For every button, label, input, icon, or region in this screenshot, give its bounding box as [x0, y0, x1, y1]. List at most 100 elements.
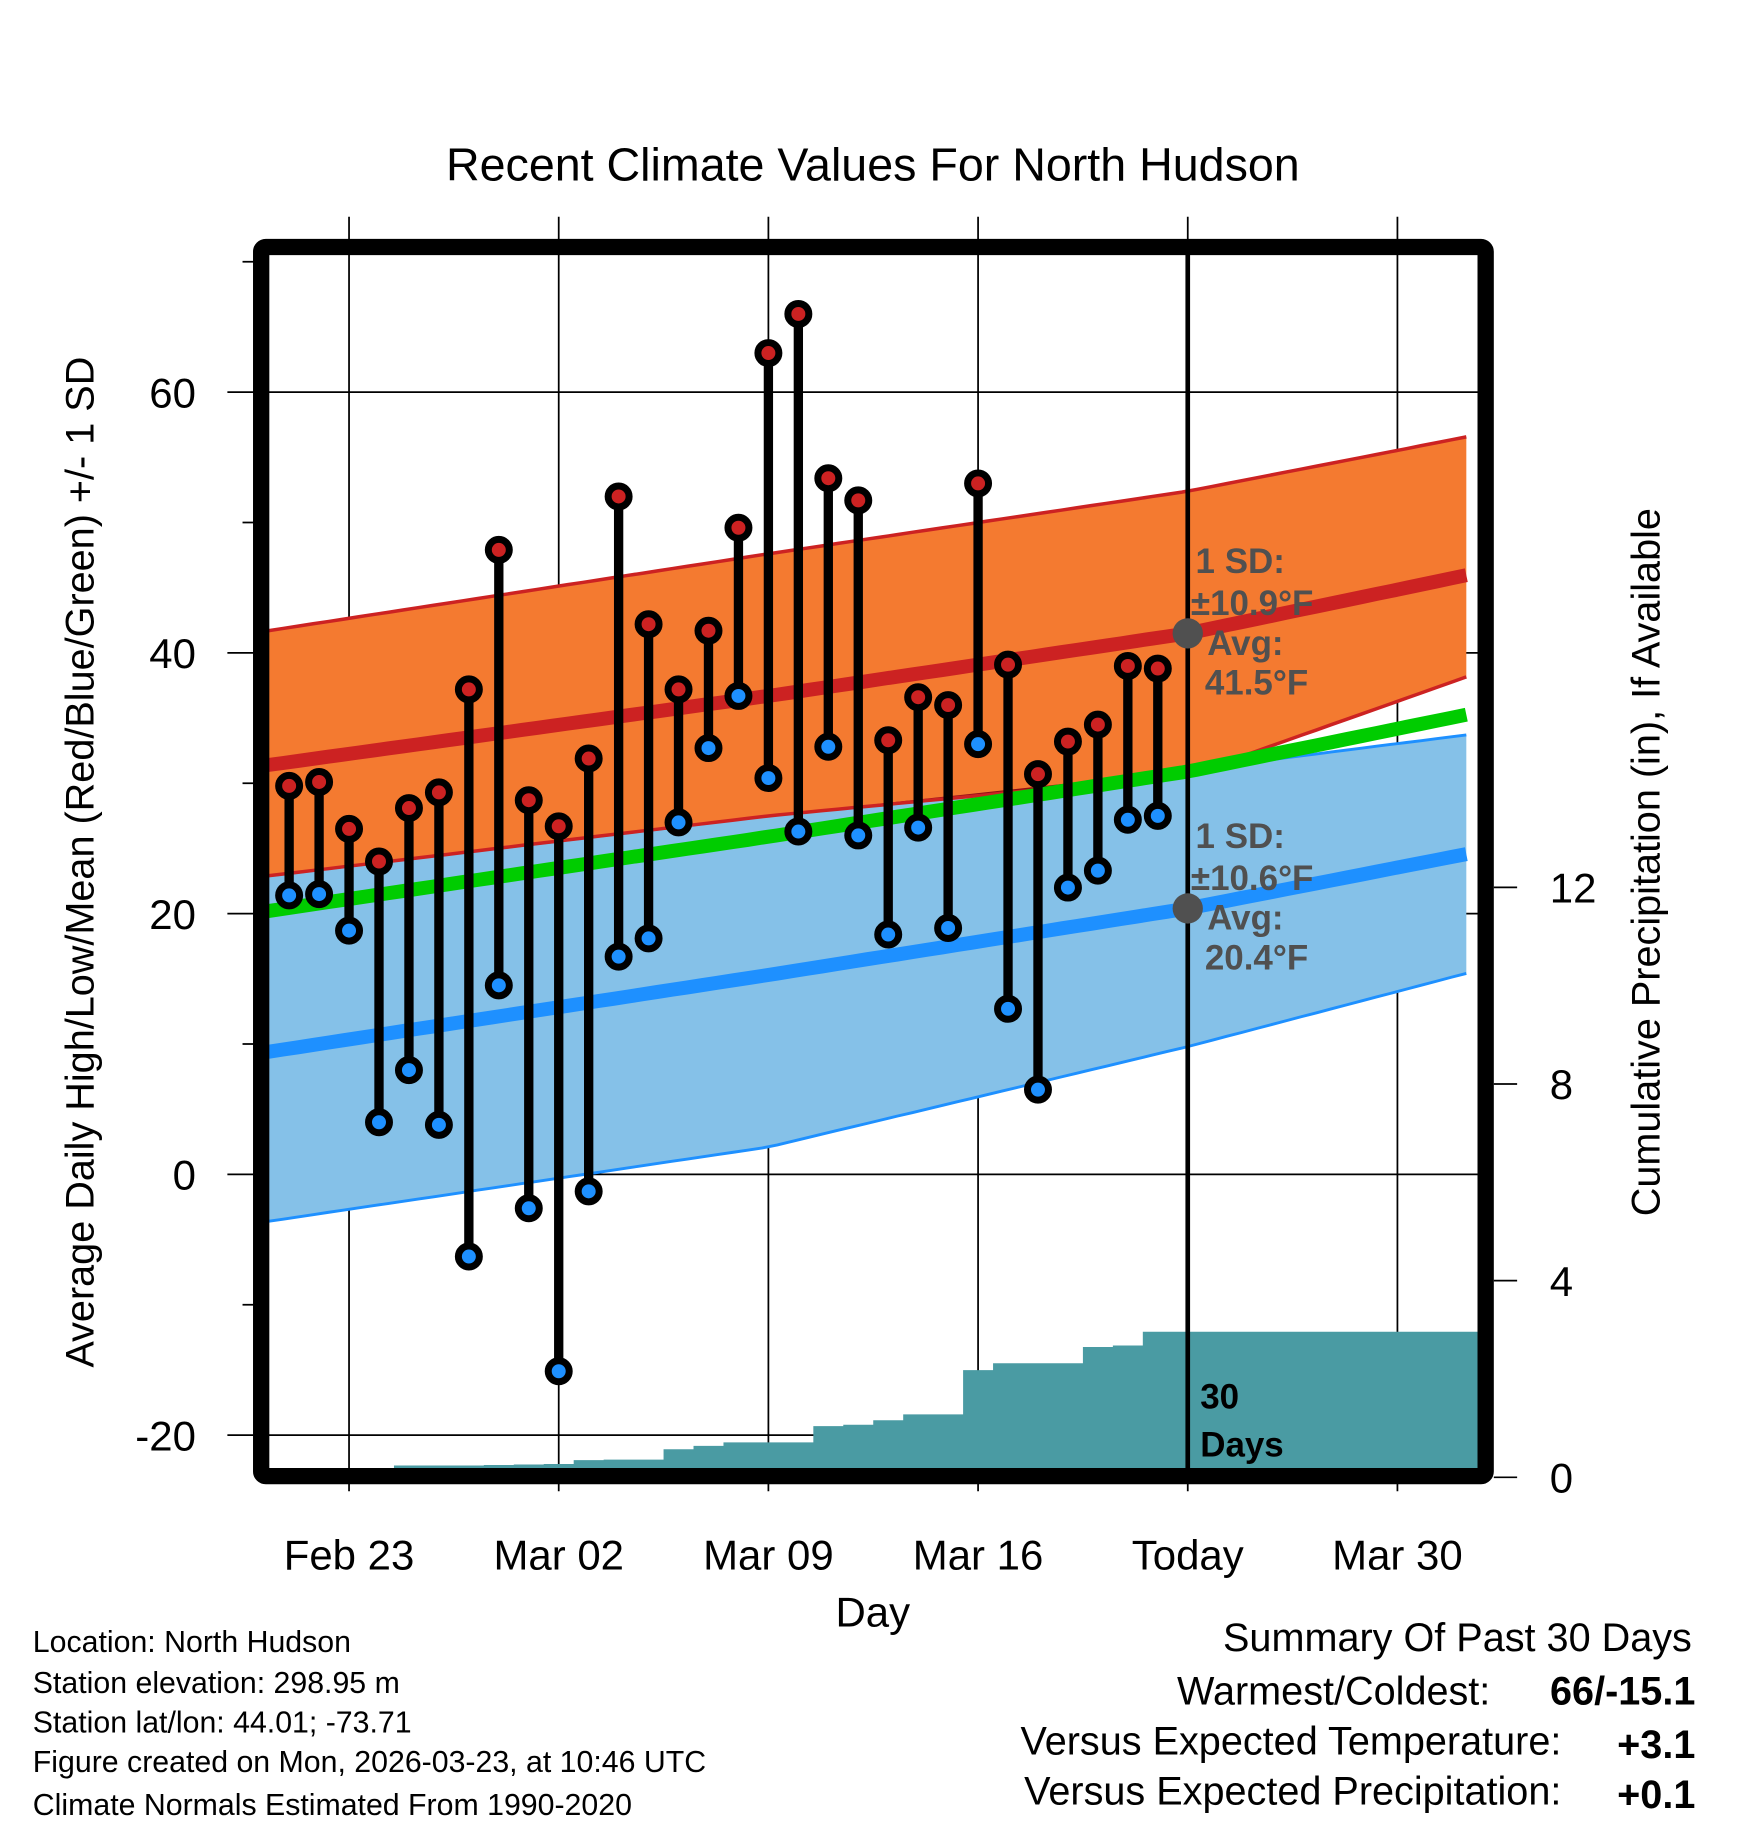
daily-low-point — [844, 821, 873, 850]
daily-high-point — [484, 535, 513, 564]
daily-high-point — [964, 469, 993, 498]
daily-high-point — [275, 771, 304, 800]
low-normal-annotation: 1 SD: ±10.6°F Avg: 20.4°F — [1191, 817, 1314, 977]
x-tick-label: Mar 09 — [703, 1531, 834, 1578]
daily-low-point — [724, 681, 753, 710]
daily-high-point — [784, 299, 813, 328]
daily-high-point — [544, 812, 573, 841]
daily-high-point — [634, 610, 663, 639]
daily-high-point — [664, 675, 693, 704]
daily-low-point — [994, 994, 1023, 1023]
daily-low-point — [904, 813, 933, 842]
daily-low-point — [1024, 1075, 1052, 1104]
daily-low-point — [1113, 805, 1142, 834]
summary-title: Summary Of Past 30 Days — [1223, 1616, 1692, 1660]
daily-high-point — [1113, 651, 1142, 680]
daily-high-point — [1083, 710, 1112, 739]
y2-axis-label: Cumulative Precipitation (in), If Availa… — [1624, 508, 1668, 1216]
daily-high-point — [814, 464, 843, 493]
daily-high-point — [754, 339, 783, 368]
latlon-text: Station lat/lon: 44.01; -73.71 — [33, 1706, 412, 1739]
daily-low-point — [454, 1242, 483, 1271]
plot-frame — [253, 238, 1494, 1485]
created-text: Figure created on Mon, 2026-03-23, at 10… — [33, 1746, 706, 1779]
low-normal-band — [268, 734, 1467, 1222]
daily-high-point — [844, 486, 873, 515]
low-avg-value: 20.4°F — [1205, 938, 1308, 977]
y2-tick-label: 0 — [1550, 1454, 1573, 1501]
daily-low-point — [514, 1194, 543, 1223]
low-sd-label: 1 SD: — [1196, 817, 1285, 856]
daily-high-point — [574, 744, 603, 773]
precip-area — [393, 1331, 1478, 1468]
x-tick-label: Feb 23 — [284, 1531, 415, 1578]
daily-high-point — [694, 616, 723, 645]
axes: Feb 23 Mar 02 Mar 09 Mar 16 Today Mar 3060402… — [135, 260, 1597, 1578]
precip-anomaly-label: Versus Expected Precipitation: — [1024, 1770, 1561, 1814]
daily-high-point — [904, 683, 933, 712]
y2-tick-label: 8 — [1550, 1061, 1573, 1108]
daily-low-point — [604, 942, 633, 971]
daily-low-point — [275, 881, 304, 910]
daily-low-point — [574, 1177, 603, 1206]
daily-high-point — [454, 675, 483, 704]
daily-low-point — [1053, 873, 1082, 902]
daily-low-point — [754, 764, 783, 793]
daily-high-point — [305, 767, 334, 796]
y-tick-label: 0 — [173, 1152, 196, 1199]
x-axis-label: Day — [836, 1588, 911, 1635]
daily-low-point — [874, 920, 903, 949]
high-normal-annotation: 1 SD: ±10.9°F Avg: 41.5°F — [1191, 542, 1314, 702]
y-tick-label: -20 — [135, 1412, 196, 1459]
location-text: Location: North Hudson — [33, 1626, 351, 1659]
daily-low-point — [424, 1110, 453, 1139]
x-tick-label: Today — [1132, 1531, 1244, 1578]
high-sd-label: 1 SD: — [1196, 542, 1285, 581]
daily-low-point — [934, 914, 963, 942]
high-normal-band — [268, 436, 1467, 876]
high-sd-value: ±10.9°F — [1191, 584, 1314, 623]
high-upper-line — [268, 435, 1467, 633]
daily-low-point — [394, 1056, 423, 1085]
x-tick-label: Mar 02 — [493, 1531, 624, 1578]
elevation-text: Station elevation: 298.95 m — [33, 1667, 400, 1700]
y-tick-label: 20 — [149, 891, 196, 938]
daily-high-point — [934, 691, 963, 720]
x-tick-label: Mar 16 — [913, 1531, 1044, 1578]
period-label-number: 30 — [1200, 1378, 1239, 1417]
temp-anomaly-label: Versus Expected Temperature: — [1020, 1720, 1561, 1764]
low-sd-value: ±10.6°F — [1191, 859, 1314, 898]
daily-high-point — [424, 778, 453, 807]
daily-low-point — [964, 730, 993, 759]
daily-low-point — [664, 808, 693, 837]
daily-high-point — [874, 726, 903, 755]
y-axis-label: Average Daily High/Low/Mean (Red/Blue/Gr… — [58, 357, 102, 1368]
y2-tick-label: 12 — [1550, 864, 1597, 911]
warmest-value: 66/-15.1 — [1550, 1670, 1695, 1714]
data-marks — [275, 299, 1203, 1386]
temp-anomaly-value: +3.1 — [1617, 1723, 1695, 1767]
precip-anomaly-value: +0.1 — [1617, 1773, 1695, 1817]
high-avg-label: Avg: — [1207, 624, 1283, 663]
daily-high-point — [1053, 727, 1082, 756]
period-label-days: Days — [1200, 1425, 1284, 1464]
daily-low-point — [1083, 856, 1112, 885]
y2-tick-label: 4 — [1550, 1258, 1573, 1305]
daily-high-point — [1024, 760, 1052, 789]
daily-low-point — [634, 924, 663, 953]
warmest-label: Warmest/Coldest: — [1177, 1670, 1490, 1714]
daily-high-point — [514, 786, 543, 815]
low-avg-marker — [1172, 893, 1203, 924]
daily-low-point — [544, 1357, 573, 1386]
daily-high-point — [394, 794, 423, 823]
chart-title: Recent Climate Values For North Hudson — [446, 139, 1300, 191]
low-avg-label: Avg: — [1207, 899, 1283, 938]
daily-high-point — [724, 513, 753, 542]
summary-panel: Summary Of Past 30 Days Warmest/Coldest:… — [1020, 1616, 1695, 1817]
daily-high-point — [1143, 654, 1172, 683]
daily-low-point — [335, 916, 364, 945]
daily-high-point — [994, 650, 1023, 679]
daily-low-point — [484, 971, 513, 1000]
daily-high-point — [335, 814, 364, 843]
